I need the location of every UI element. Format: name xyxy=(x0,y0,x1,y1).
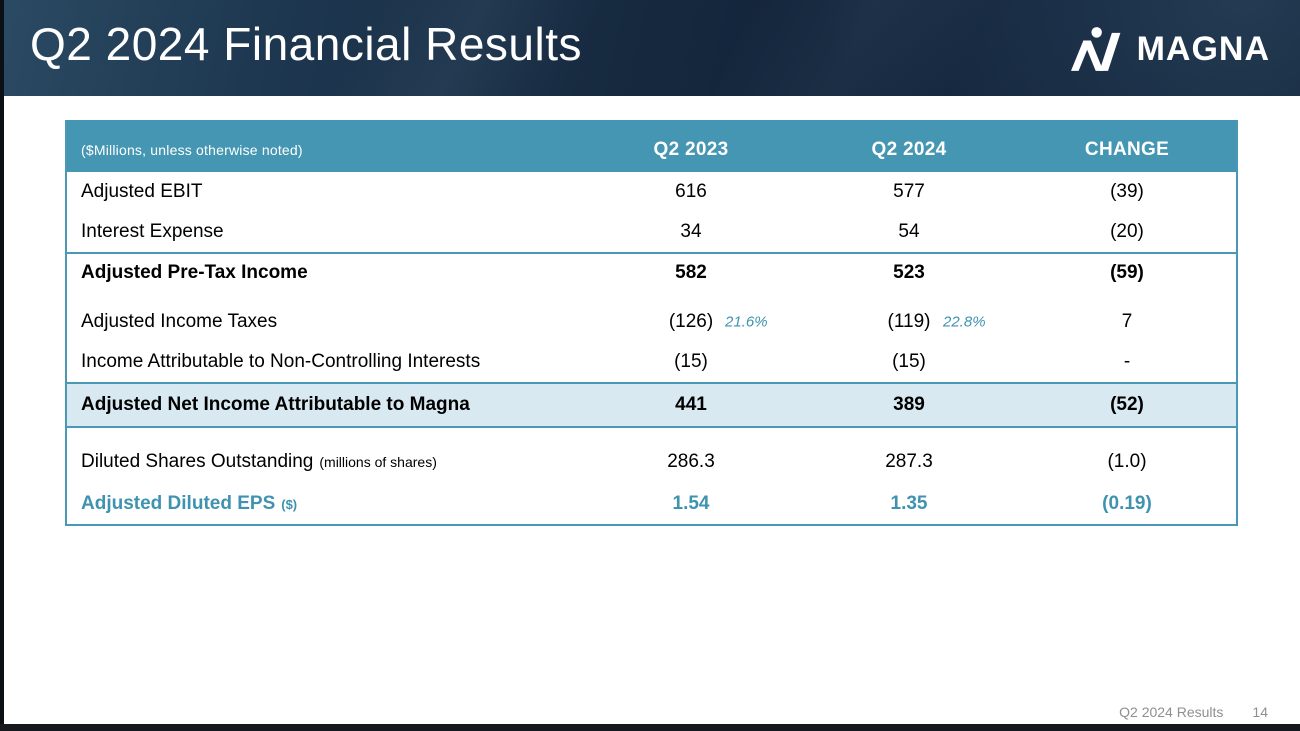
table-row: Adjusted Diluted EPS ($) 1.54 1.35 (0.19) xyxy=(67,483,1236,524)
cell-value: (119) 22.8% xyxy=(887,311,986,332)
table-row: Income Attributable to Non-Controlling I… xyxy=(67,342,1236,382)
cell-value: (39) xyxy=(1110,181,1144,202)
cell-value: 616 xyxy=(675,181,707,202)
column-header-change: CHANGE xyxy=(1084,139,1170,160)
cell-value: 441 xyxy=(675,394,707,415)
cell-value: - xyxy=(1123,351,1131,372)
cell-value: (1.0) xyxy=(1107,451,1147,472)
cell-value: 577 xyxy=(893,181,925,202)
row-label: Adjusted EBIT xyxy=(81,181,203,202)
cell-value: 34 xyxy=(680,221,702,242)
financial-table: ($Millions, unless otherwise noted) Q2 2… xyxy=(65,120,1238,526)
footer-label: Q2 2024 Results xyxy=(1119,704,1224,720)
tax-rate-note: 22.8% xyxy=(943,313,986,331)
row-label: Adjusted Pre-Tax Income xyxy=(81,262,308,283)
tax-rate-note: 21.6% xyxy=(725,313,768,331)
page-number: 14 xyxy=(1252,704,1268,720)
row-label: Interest Expense xyxy=(81,221,224,242)
row-label-note: (millions of shares) xyxy=(319,454,437,470)
cell-value: 523 xyxy=(893,262,925,283)
magna-logo: MAGNA xyxy=(1070,27,1270,71)
table-row: Interest Expense 34 54 (20) xyxy=(67,212,1236,252)
cell-value: (20) xyxy=(1110,221,1144,242)
row-label-note: ($) xyxy=(281,496,298,512)
table-row: Diluted Shares Outstanding (millions of s… xyxy=(67,441,1236,483)
table-row: Adjusted Pre-Tax Income 582 523 (59) xyxy=(67,252,1236,292)
cell-value: 7 xyxy=(1121,311,1133,332)
slide-left-edge xyxy=(0,0,4,731)
row-label: Adjusted Net Income Attributable to Magn… xyxy=(81,394,470,415)
cell-value: 582 xyxy=(675,262,707,283)
cell-value: 286.3 xyxy=(667,451,715,472)
slide-banner: Q2 2024 Financial Results MAGNA xyxy=(0,0,1300,96)
cell-value: 389 xyxy=(893,394,925,415)
column-header-q2-2023: Q2 2023 xyxy=(653,139,729,160)
row-label: Adjusted Diluted EPS ($) xyxy=(81,492,298,514)
column-header-q2-2024: Q2 2024 xyxy=(871,139,947,160)
magna-logo-icon xyxy=(1070,27,1128,71)
cell-value: (52) xyxy=(1110,394,1144,415)
page-title: Q2 2024 Financial Results xyxy=(30,18,583,70)
cell-value: 54 xyxy=(898,221,920,242)
cell-value: (126) 21.6% xyxy=(668,311,768,332)
cell-value: 1.54 xyxy=(672,492,710,514)
cell-value: 1.35 xyxy=(890,492,928,514)
row-label: Diluted Shares Outstanding (millions of s… xyxy=(81,451,437,472)
cell-value: (15) xyxy=(674,351,708,372)
table-row: Adjusted Net Income Attributable to Magn… xyxy=(67,382,1236,428)
magna-logo-text: MAGNA xyxy=(1136,30,1270,68)
cell-value: 287.3 xyxy=(885,451,933,472)
cell-value: (59) xyxy=(1110,262,1144,283)
slide-footer: Q2 2024 Results 14 xyxy=(1119,704,1268,720)
table-header-row: ($Millions, unless otherwise noted) Q2 2… xyxy=(67,120,1236,172)
cell-value: (0.19) xyxy=(1102,492,1152,514)
slide-bottom-edge xyxy=(0,724,1300,731)
table-row: Adjusted Income Taxes (126) 21.6% (119) 22.8… xyxy=(67,302,1236,342)
units-note: ($Millions, unless otherwise noted) xyxy=(81,142,303,158)
table-row: Adjusted EBIT 616 577 (39) xyxy=(67,172,1236,212)
cell-value: (15) xyxy=(892,351,926,372)
row-label: Income Attributable to Non-Controlling I… xyxy=(81,351,481,372)
row-label: Adjusted Income Taxes xyxy=(81,311,278,332)
table-body: Adjusted EBIT 616 577 (39) Interest Expense 3… xyxy=(67,172,1236,524)
